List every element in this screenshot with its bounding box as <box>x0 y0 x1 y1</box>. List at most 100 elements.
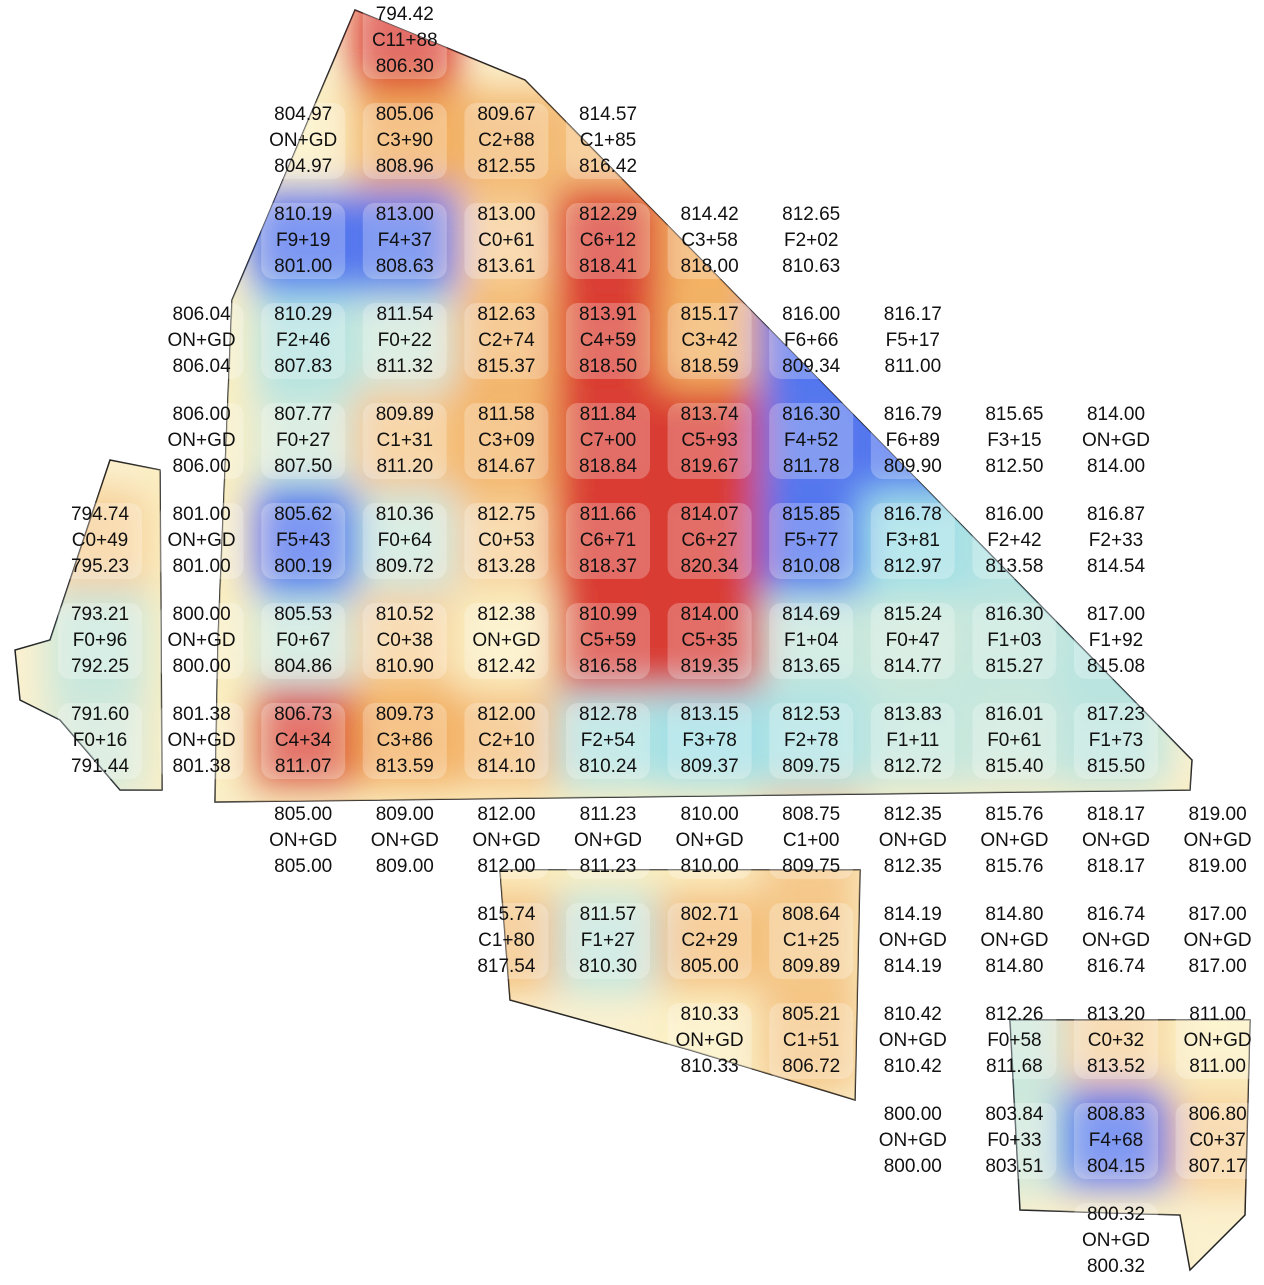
proposed-elevation: 811.07 <box>275 756 332 777</box>
cut-fill: F5+43 <box>276 530 330 551</box>
proposed-elevation: 808.96 <box>376 156 434 177</box>
proposed-elevation: 816.74 <box>1087 956 1146 977</box>
label-backdrop <box>1074 903 1158 979</box>
label-backdrop <box>870 903 955 979</box>
existing-elevation: 800.32 <box>1087 1204 1145 1225</box>
label-backdrop <box>769 303 854 379</box>
label-backdrop <box>870 403 955 479</box>
heat-cell <box>759 489 864 593</box>
existing-elevation: 808.64 <box>782 904 841 925</box>
cut-fill: ON+GD <box>269 130 337 151</box>
existing-elevation: 815.17 <box>681 304 739 325</box>
existing-elevation: 811.54 <box>376 304 433 325</box>
label-backdrop <box>362 803 447 879</box>
proposed-elevation: 814.67 <box>477 456 535 477</box>
proposed-elevation: 811.68 <box>986 1056 1043 1077</box>
proposed-elevation: 804.97 <box>274 156 332 177</box>
cut-fill: ON+GD <box>1082 930 1150 951</box>
label-backdrop <box>1175 803 1260 879</box>
heat-cell <box>454 689 559 793</box>
proposed-elevation: 815.40 <box>985 756 1043 777</box>
existing-elevation: 805.06 <box>376 104 434 125</box>
cut-fill: C1+85 <box>580 130 637 151</box>
proposed-elevation: 811.23 <box>580 856 637 877</box>
label-backdrop <box>870 303 955 379</box>
heat-cell <box>48 589 152 693</box>
proposed-elevation: 811.20 <box>376 456 433 477</box>
existing-elevation: 809.89 <box>376 404 434 425</box>
proposed-elevation: 820.34 <box>681 556 740 577</box>
existing-elevation: 817.23 <box>1087 704 1145 725</box>
existing-elevation: 813.00 <box>477 204 535 225</box>
cut-fill: ON+GD <box>472 630 540 651</box>
label-backdrop <box>1175 903 1260 979</box>
label-backdrop <box>769 603 854 679</box>
cut-fill: C5+59 <box>580 630 637 651</box>
existing-elevation: 794.74 <box>71 504 130 525</box>
proposed-elevation: 810.42 <box>884 1056 942 1077</box>
proposed-elevation: 814.54 <box>1087 556 1146 577</box>
label-backdrop <box>464 103 549 179</box>
label-backdrop <box>566 303 650 379</box>
existing-elevation: 810.99 <box>579 604 637 625</box>
label-backdrop <box>159 403 244 479</box>
heat-cell <box>556 889 660 993</box>
heat-cell <box>759 589 864 693</box>
existing-elevation: 813.00 <box>376 204 434 225</box>
heat-cell <box>657 389 762 493</box>
label-backdrop <box>1074 1103 1158 1179</box>
cut-fill: C5+35 <box>681 630 738 651</box>
label-backdrop <box>1074 403 1158 479</box>
label-backdrop <box>769 503 854 579</box>
proposed-elevation: 807.50 <box>274 456 332 477</box>
cut-fill: C4+34 <box>275 730 332 751</box>
cut-fill: ON+GD <box>269 830 337 851</box>
existing-elevation: 811.84 <box>580 404 637 425</box>
existing-elevation: 806.00 <box>173 404 231 425</box>
proposed-elevation: 809.72 <box>376 556 434 577</box>
cut-fill: ON+GD <box>168 330 236 351</box>
cut-fill: C11+88 <box>372 30 438 51</box>
label-backdrop <box>667 203 752 279</box>
existing-elevation: 816.74 <box>1087 904 1146 925</box>
proposed-elevation: 818.00 <box>681 256 739 277</box>
existing-elevation: 815.85 <box>782 504 840 525</box>
existing-elevation: 812.00 <box>477 704 535 725</box>
cut-fill: F3+78 <box>682 730 736 751</box>
label-backdrop <box>566 503 650 579</box>
label-backdrop <box>362 203 447 279</box>
proposed-elevation: 803.51 <box>985 1156 1043 1177</box>
proposed-elevation: 809.00 <box>376 856 434 877</box>
label-backdrop <box>769 203 854 279</box>
proposed-elevation: 812.00 <box>477 856 535 877</box>
heat-cell <box>454 289 559 393</box>
label-backdrop <box>261 503 346 579</box>
existing-elevation: 814.00 <box>681 604 739 625</box>
proposed-elevation: 811.32 <box>376 356 433 377</box>
proposed-elevation: 818.41 <box>579 256 637 277</box>
cut-fill: ON+GD <box>879 830 947 851</box>
heat-cell <box>454 189 559 293</box>
existing-elevation: 815.76 <box>985 804 1043 825</box>
proposed-elevation: 809.34 <box>782 356 841 377</box>
proposed-elevation: 817.54 <box>477 956 536 977</box>
label-backdrop <box>566 403 650 479</box>
cut-fill: C2+10 <box>478 730 535 751</box>
cut-fill: C1+80 <box>478 930 535 951</box>
heat-cell <box>454 489 559 593</box>
cut-fill: C3+86 <box>377 730 434 751</box>
label-backdrop <box>362 703 447 779</box>
label-backdrop <box>769 903 854 979</box>
cut-fill: F6+66 <box>784 330 838 351</box>
cut-fill: C2+74 <box>478 330 535 351</box>
label-backdrop <box>566 703 650 779</box>
existing-elevation: 808.83 <box>1087 1104 1145 1125</box>
proposed-elevation: 809.75 <box>782 756 840 777</box>
proposed-elevation: 805.00 <box>274 856 332 877</box>
label-backdrop <box>566 203 650 279</box>
existing-elevation: 803.84 <box>985 1104 1044 1125</box>
existing-elevation: 816.30 <box>985 604 1043 625</box>
existing-elevation: 812.26 <box>985 1004 1043 1025</box>
existing-elevation: 814.57 <box>579 104 637 125</box>
label-backdrop <box>667 903 752 979</box>
